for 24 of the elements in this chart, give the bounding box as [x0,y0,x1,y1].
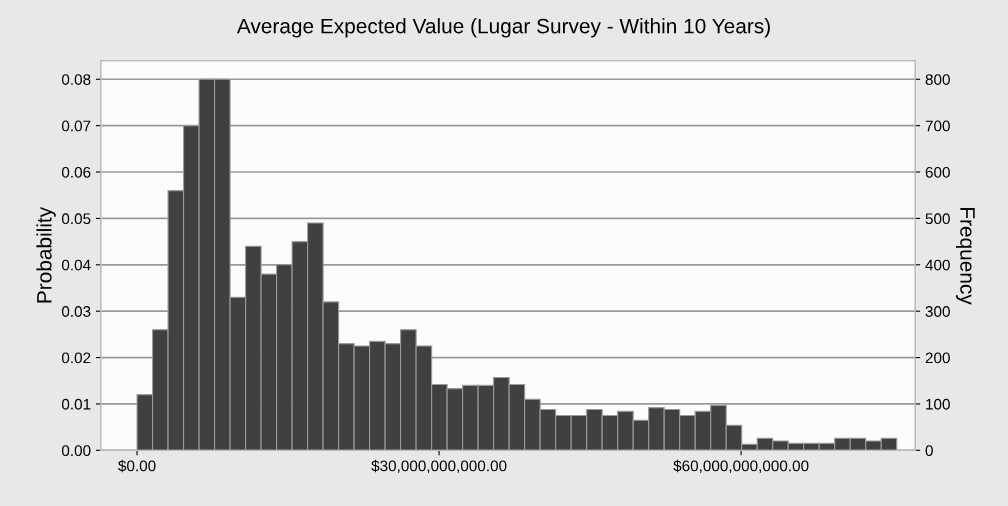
y-tick-label: 0.03 [61,306,91,317]
y-tick-label: 0.07 [61,120,91,132]
y-tick-label: 0.04 [61,259,91,271]
y2-tick-label: 200 [925,352,950,364]
y2-tick-label: 300 [925,306,950,317]
y2-axis-title: Frequency [956,208,975,305]
y2-tick-label: 500 [925,213,950,225]
y-axis-title: Probability [36,206,56,303]
y-tick-label: 0.00 [61,445,91,457]
y-tick-label: 0.01 [61,398,91,410]
y2-tick-label: 0 [925,445,933,457]
y2-tick-label: 400 [925,259,950,271]
y2-tick-label: 800 [925,74,950,85]
x-tick-label: $0.00 [118,459,156,473]
y-tick-label: 0.08 [61,74,91,85]
chart-title: Average Expected Value (Lugar Survey - Within 10 Years) [236,18,770,38]
y-tick-label: 0.05 [61,213,91,225]
y2-tick-label: 100 [926,398,950,410]
y2-tick-label: 700 [925,120,950,132]
x-tick-label: $60,000,000,000.00 [673,459,809,474]
x-tick-label: $30,000,000,000.00 [371,459,507,474]
y-tick-label: 0.02 [61,352,91,364]
y2-tick-label: 600 [925,166,950,178]
y-tick-label: 0.06 [61,166,91,178]
